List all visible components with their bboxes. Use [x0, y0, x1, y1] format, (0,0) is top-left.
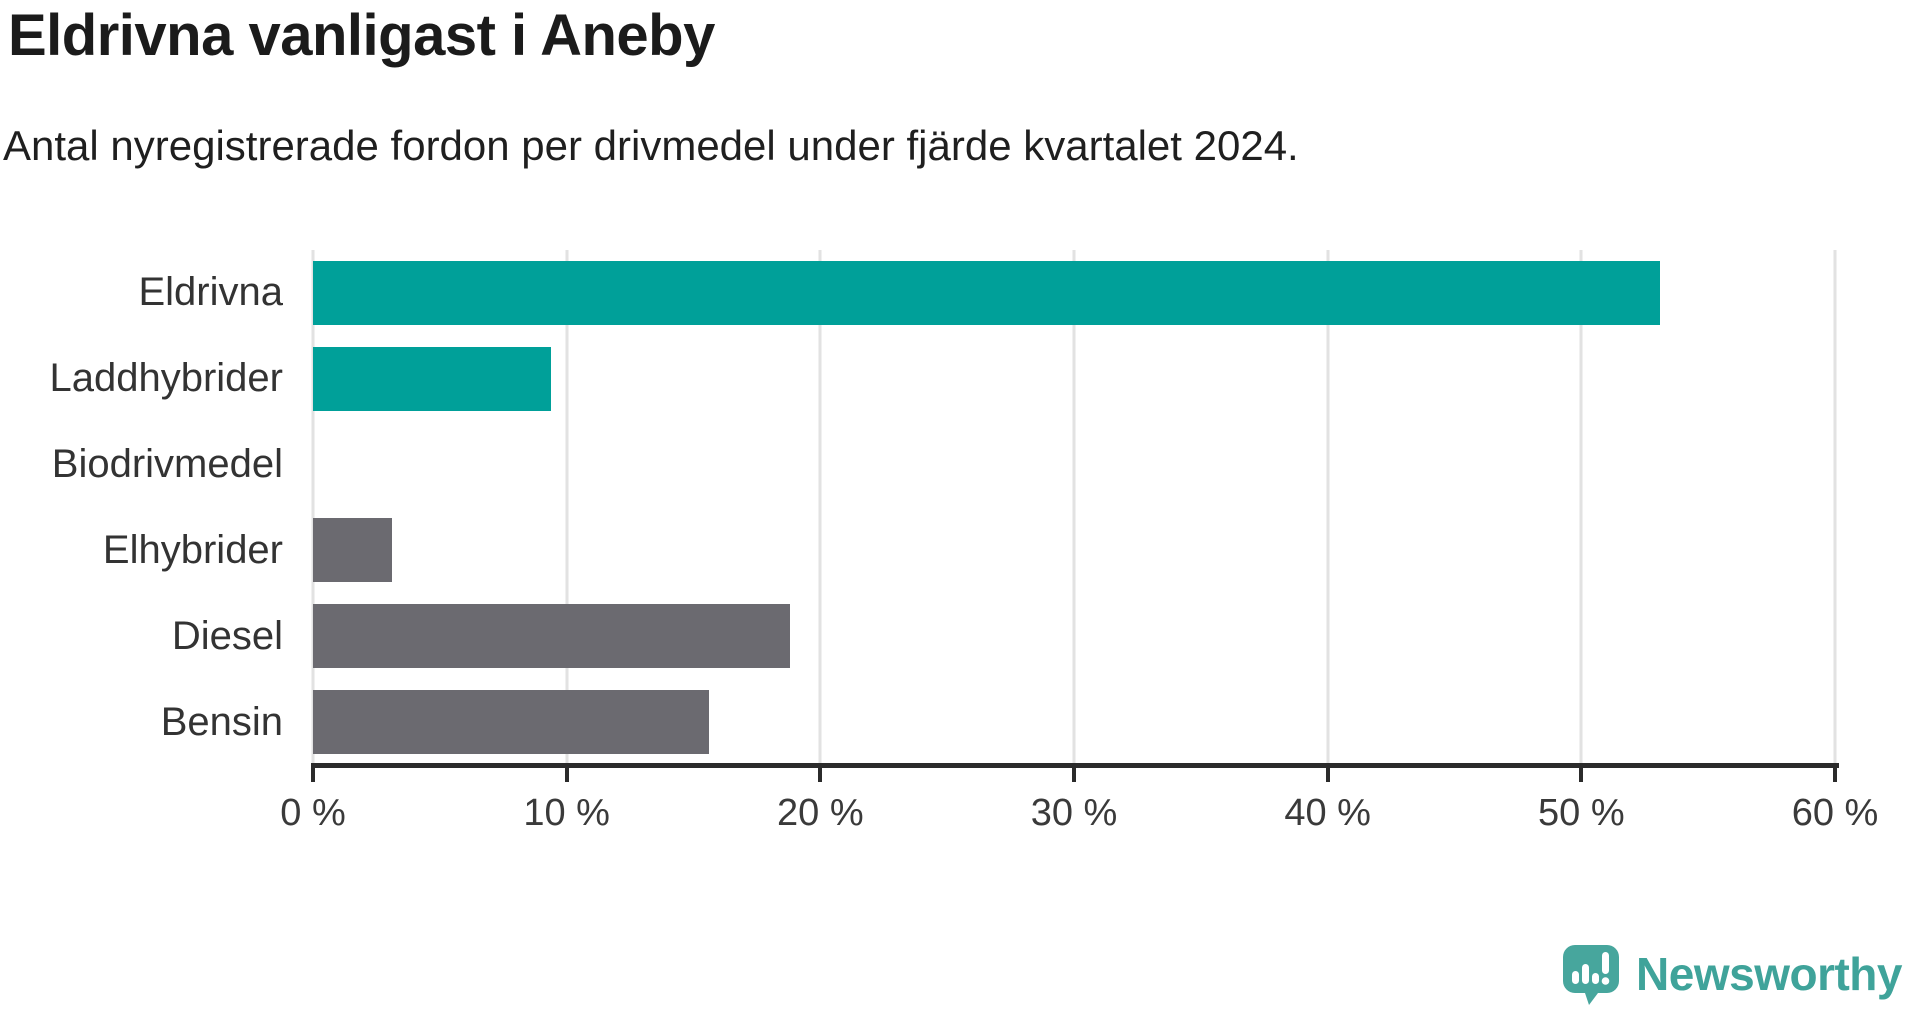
bar-elhybrider — [313, 518, 392, 583]
tick-label-20: 20 % — [777, 792, 864, 834]
bar-track-laddhybrider — [313, 336, 1835, 422]
axis-tick-0 — [311, 763, 315, 782]
tick-label-40: 40 % — [1284, 792, 1371, 834]
axis-tick-60 — [1833, 763, 1837, 782]
axis-tick-40 — [1325, 763, 1330, 782]
bar-row-eldrivna: Eldrivna — [0, 250, 1835, 336]
gridline-20 — [818, 250, 822, 765]
bar-track-biodrivmedel — [313, 422, 1835, 508]
chart-subtitle: Antal nyregistrerade fordon per drivmede… — [3, 122, 1299, 169]
bar-chart: Eldrivna Laddhybrider Biodrivmedel Elhybrid… — [0, 250, 1920, 834]
bar-row-biodrivmedel: Biodrivmedel — [0, 422, 1835, 508]
bar-bensin — [313, 690, 709, 755]
gridline-50 — [1579, 250, 1583, 765]
tick-label-30: 30 % — [1030, 792, 1118, 834]
axis-tick-50 — [1579, 763, 1584, 782]
axis-tick-10 — [564, 763, 569, 782]
gridline-10 — [565, 250, 569, 765]
bar-track-eldrivna — [313, 250, 1835, 336]
tick-label-10: 10 % — [523, 792, 610, 834]
bar-row-elhybrider: Elhybrider — [0, 507, 1835, 593]
newsworthy-bubble-chart-icon — [1563, 945, 1620, 1005]
gridlines — [311, 250, 1837, 765]
tick-label-50: 50 % — [1538, 792, 1625, 834]
axis-tick-30 — [1072, 763, 1076, 782]
x-axis-line — [313, 763, 1839, 768]
newsworthy-logo-text: Newsworthy — [1636, 948, 1902, 1000]
bar-eldrivna — [313, 260, 1660, 325]
axis-tick-20 — [818, 763, 823, 782]
bar-row-diesel: Diesel — [0, 593, 1835, 679]
category-label-elhybrider: Elhybrider — [102, 527, 283, 572]
gridline-0 — [311, 250, 315, 765]
category-label-diesel: Diesel — [171, 613, 283, 658]
gridline-40 — [1326, 250, 1330, 765]
category-label-eldrivna: Eldrivna — [138, 270, 283, 315]
bar-rows: Eldrivna Laddhybrider Biodrivmedel Elhybrid… — [0, 250, 1835, 765]
category-label-biodrivmedel: Biodrivmedel — [51, 442, 283, 487]
bar-diesel — [313, 604, 790, 669]
bar-laddhybrider — [313, 346, 552, 411]
bar-track-elhybrider — [313, 507, 1835, 593]
category-label-laddhybrider: Laddhybrider — [49, 356, 284, 401]
bar-row-laddhybrider: Laddhybrider — [0, 336, 1835, 422]
gridline-30 — [1072, 250, 1076, 765]
gridline-60 — [1833, 250, 1837, 765]
bar-row-bensin: Bensin — [0, 679, 1835, 765]
tick-label-0: 0 % — [280, 792, 346, 834]
page-title: Eldrivna vanligast i Aneby — [8, 3, 715, 68]
bar-track-diesel — [313, 593, 1835, 679]
category-label-bensin: Bensin — [160, 699, 283, 744]
bar-track-bensin — [313, 679, 1835, 765]
newsworthy-logo: Newsworthy — [1558, 942, 1902, 1006]
tick-label-60: 60 % — [1791, 792, 1879, 834]
